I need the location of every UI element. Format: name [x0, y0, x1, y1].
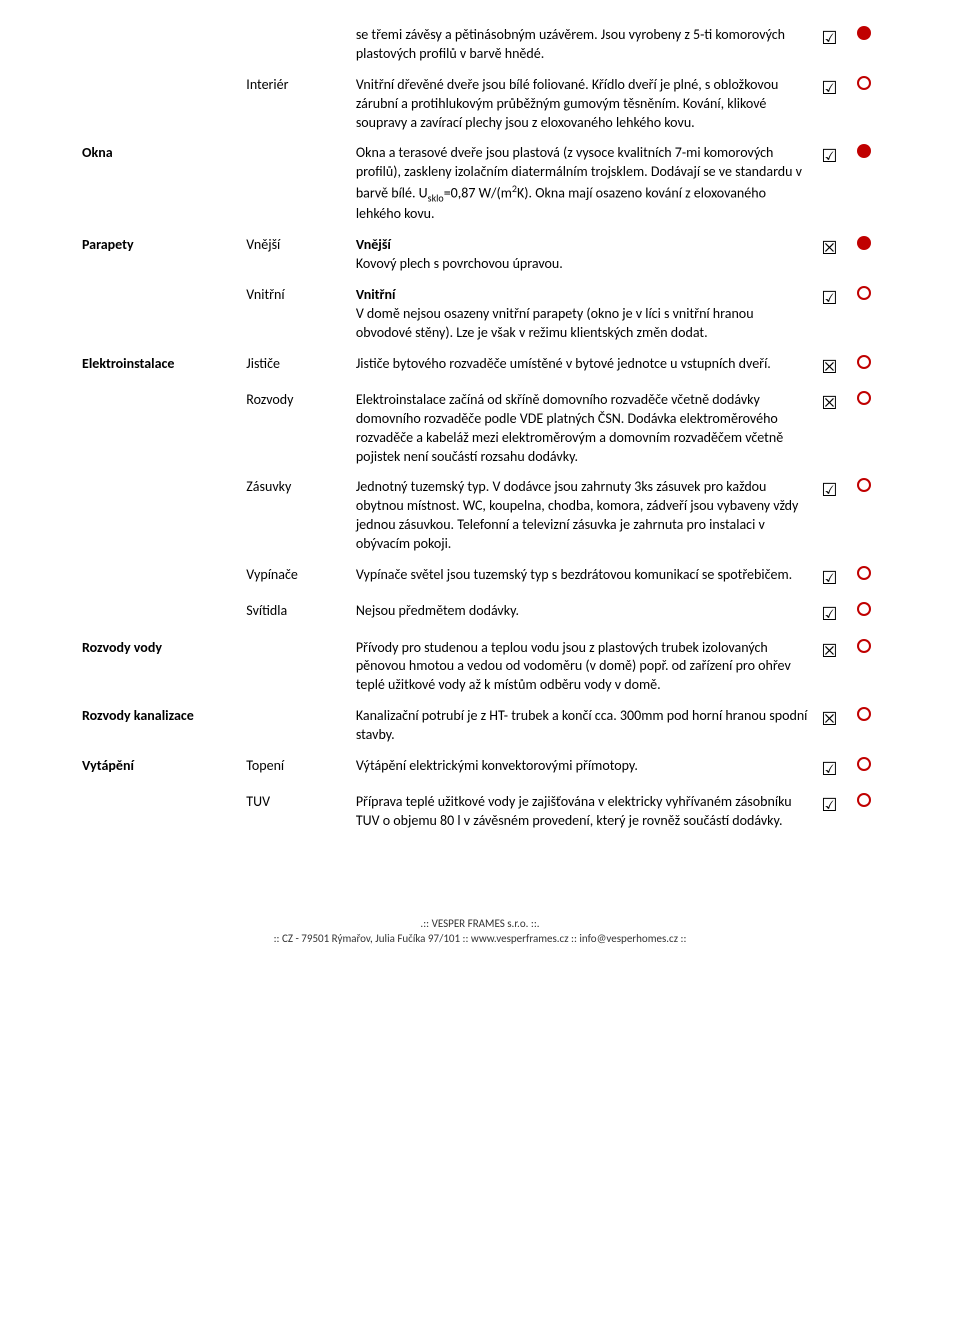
checkbox-checked-icon: [812, 787, 847, 837]
category-cell: [78, 787, 242, 837]
subcategory-cell: Vnitřní: [242, 280, 352, 349]
table-row: SvítidlaNejsou předmětem dodávky.: [78, 596, 882, 632]
category-cell: Vytápění: [78, 751, 242, 787]
description-cell: se třemi závěsy a pětinásobným uzávěrem.…: [352, 20, 812, 70]
status-dot-hollow-icon: [847, 349, 882, 385]
table-row: ParapetyVnějšíVnějšíKovový plech s povrc…: [78, 230, 882, 280]
checkbox-checked-icon: [812, 70, 847, 139]
table-row: RozvodyElektroinstalace začíná od skříně…: [78, 385, 882, 473]
table-row: ElektroinstalaceJističeJističe bytového …: [78, 349, 882, 385]
subcategory-cell: Topení: [242, 751, 352, 787]
description-cell: Vnitřní dřevěné dveře jsou bílé foliovan…: [352, 70, 812, 139]
subcategory-cell: [242, 138, 352, 230]
status-dot-hollow-icon: [847, 751, 882, 787]
status-dot-filled-icon: [847, 230, 882, 280]
status-dot-hollow-icon: [847, 70, 882, 139]
checkbox-checked-icon: [812, 751, 847, 787]
category-cell: Rozvody kanalizace: [78, 701, 242, 751]
status-dot-hollow-icon: [847, 280, 882, 349]
checkbox-crossed-icon: [812, 701, 847, 751]
category-cell: [78, 20, 242, 70]
checkbox-checked-icon: [812, 596, 847, 632]
checkbox-checked-icon: [812, 472, 847, 560]
subcategory-cell: [242, 20, 352, 70]
category-cell: [78, 560, 242, 596]
status-dot-hollow-icon: [847, 787, 882, 837]
category-cell: [78, 596, 242, 632]
description-cell: VnitřníV domě nejsou osazeny vnitřní par…: [352, 280, 812, 349]
page-footer: .:: VESPER FRAMES s.r.o. ::. :: CZ - 795…: [78, 917, 882, 947]
description-cell: Výtápění elektrickými konvektorovými pří…: [352, 751, 812, 787]
category-cell: [78, 385, 242, 473]
table-row: InteriérVnitřní dřevěné dveře jsou bílé …: [78, 70, 882, 139]
table-row: Rozvody vody Přívody pro studenou a teplo…: [78, 633, 882, 702]
description-cell: Jednotný tuzemský typ. V dodávce jsou za…: [352, 472, 812, 560]
status-dot-hollow-icon: [847, 633, 882, 702]
status-dot-hollow-icon: [847, 701, 882, 751]
subcategory-cell: Vnější: [242, 230, 352, 280]
checkbox-crossed-icon: [812, 633, 847, 702]
description-cell: Kanalizační potrubí je z HT- trubek a ko…: [352, 701, 812, 751]
subcategory-cell: Svítidla: [242, 596, 352, 632]
description-cell: Příprava teplé užitkové vody je zajišťov…: [352, 787, 812, 837]
description-cell: Nejsou předmětem dodávky.: [352, 596, 812, 632]
description-cell: Jističe bytového rozvaděče umístěné v by…: [352, 349, 812, 385]
footer-line-1: .:: VESPER FRAMES s.r.o. ::.: [78, 917, 882, 932]
description-cell: Přívody pro studenou a teplou vodu jsou …: [352, 633, 812, 702]
status-dot-hollow-icon: [847, 472, 882, 560]
footer-line-2: :: CZ - 79501 Rýmařov, Julia Fučíka 97/1…: [78, 932, 882, 947]
subcategory-cell: Interiér: [242, 70, 352, 139]
checkbox-checked-icon: [812, 138, 847, 230]
status-dot-filled-icon: [847, 20, 882, 70]
status-dot-hollow-icon: [847, 385, 882, 473]
category-cell: Elektroinstalace: [78, 349, 242, 385]
checkbox-checked-icon: [812, 20, 847, 70]
description-cell: Elektroinstalace začíná od skříně domovn…: [352, 385, 812, 473]
category-cell: Rozvody vody: [78, 633, 242, 702]
category-cell: Parapety: [78, 230, 242, 280]
checkbox-checked-icon: [812, 560, 847, 596]
category-cell: [78, 472, 242, 560]
subcategory-cell: Rozvody: [242, 385, 352, 473]
table-row: VytápěníTopeníVýtápění elektrickými konv…: [78, 751, 882, 787]
subcategory-cell: Vypínače: [242, 560, 352, 596]
subcategory-cell: [242, 701, 352, 751]
table-row: VypínačeVypínače světel jsou tuzemský ty…: [78, 560, 882, 596]
category-cell: [78, 70, 242, 139]
specification-table: se třemi závěsy a pětinásobným uzávěrem.…: [78, 20, 882, 837]
table-row: TUVPříprava teplé užitkové vody je zajiš…: [78, 787, 882, 837]
category-cell: [78, 280, 242, 349]
description-cell: VnějšíKovový plech s povrchovou úpravou.: [352, 230, 812, 280]
status-dot-hollow-icon: [847, 560, 882, 596]
table-row: ZásuvkyJednotný tuzemský typ. V dodávce …: [78, 472, 882, 560]
checkbox-checked-icon: [812, 280, 847, 349]
table-row: VnitřníVnitřníV domě nejsou osazeny vnit…: [78, 280, 882, 349]
status-dot-filled-icon: [847, 138, 882, 230]
checkbox-crossed-icon: [812, 349, 847, 385]
subcategory-cell: Jističe: [242, 349, 352, 385]
table-row: se třemi závěsy a pětinásobným uzávěrem.…: [78, 20, 882, 70]
description-cell: Vypínače světel jsou tuzemský typ s bezd…: [352, 560, 812, 596]
description-cell: Okna a terasové dveře jsou plastová (z v…: [352, 138, 812, 230]
subcategory-cell: TUV: [242, 787, 352, 837]
table-row: Okna Okna a terasové dveře jsou plastová …: [78, 138, 882, 230]
checkbox-crossed-icon: [812, 385, 847, 473]
subcategory-cell: Zásuvky: [242, 472, 352, 560]
status-dot-hollow-icon: [847, 596, 882, 632]
category-cell: Okna: [78, 138, 242, 230]
checkbox-crossed-icon: [812, 230, 847, 280]
table-row: Rozvody kanalizace Kanalizační potrubí je…: [78, 701, 882, 751]
subcategory-cell: [242, 633, 352, 702]
